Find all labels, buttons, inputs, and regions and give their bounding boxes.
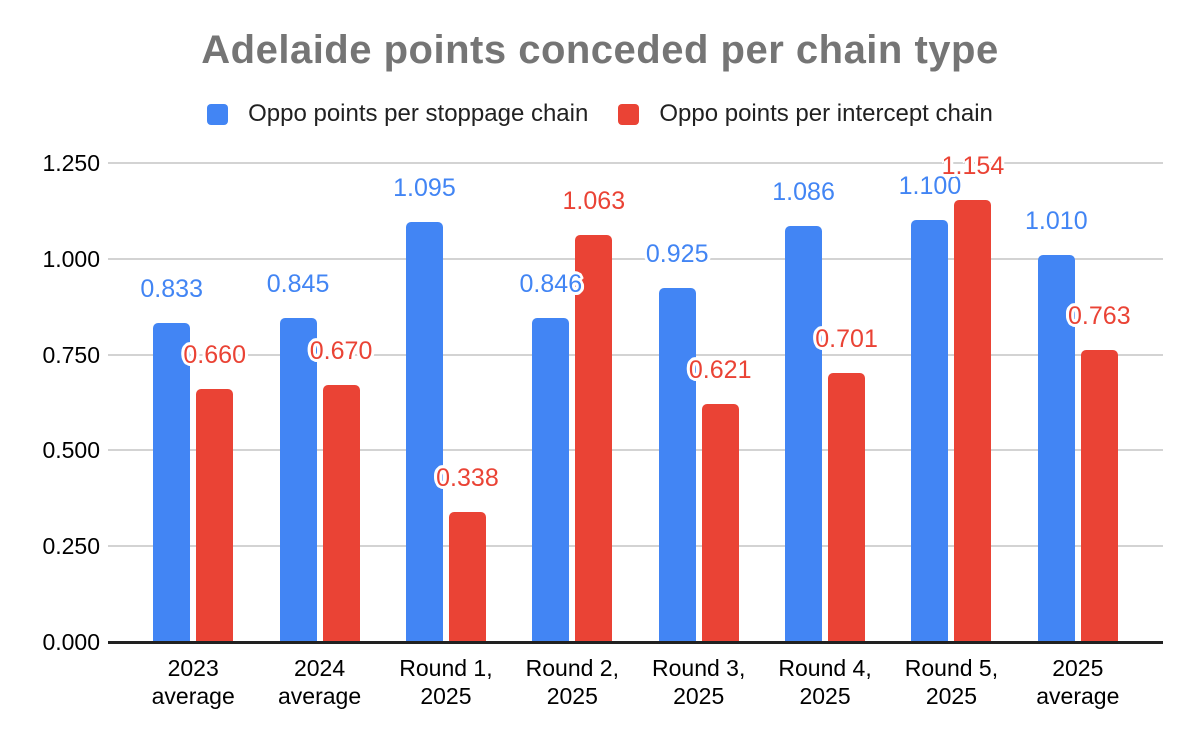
bar-value-label: 0.338 (436, 464, 499, 493)
x-axis-baseline (108, 641, 1163, 644)
plot-area: 2023 average 0.833 0.660 2024 average 0.845 0… (108, 153, 1163, 709)
y-axis-tick-label: 1.250 (42, 150, 100, 176)
legend: Oppo points per stoppage chain Oppo poin… (0, 100, 1200, 128)
bar-value-label: 1.086 (772, 177, 835, 206)
bar-stoppage-chain[interactable] (911, 220, 949, 642)
bar-value-label: 0.660 (183, 341, 246, 370)
bar-stoppage-chain[interactable] (658, 287, 696, 642)
bar-intercept-chain[interactable] (575, 234, 613, 642)
legend-item-stoppage[interactable]: Oppo points per stoppage chain (207, 100, 588, 128)
gridline (108, 449, 1163, 452)
x-axis-label: Round 1, 2025 (399, 655, 493, 709)
bar-stoppage-chain[interactable] (153, 322, 191, 642)
bar-value-label: 1.010 (1025, 206, 1088, 235)
bar-value-label: 0.833 (140, 274, 203, 303)
bar-stoppage-chain[interactable] (1037, 254, 1075, 642)
bar-value-label: 1.100 (898, 172, 962, 201)
x-axis-label: Round 2, 2025 (525, 655, 619, 709)
bar-intercept-chain[interactable] (828, 373, 866, 642)
bar-intercept-chain[interactable] (1080, 349, 1118, 642)
gridline (108, 162, 1163, 164)
bar-value-label: 1.095 (393, 174, 456, 203)
bar-intercept-chain[interactable] (954, 199, 992, 642)
x-axis-label: 2023 average (151, 655, 235, 709)
legend-item-intercept[interactable]: Oppo points per intercept chain (618, 100, 993, 128)
y-axis-tick-label: 0.000 (42, 629, 100, 655)
legend-swatch-intercept-icon (618, 103, 640, 125)
bar-value-label: 0.846 (519, 269, 583, 298)
bar-value-label: 0.670 (309, 337, 373, 366)
x-axis-label: Round 4, 2025 (778, 655, 872, 709)
x-axis-label: Round 5, 2025 (904, 655, 999, 709)
gridline (108, 257, 1163, 260)
y-axis: 0.000 0.250 0.500 0.750 1.000 1.250 (0, 150, 100, 655)
legend-swatch-stoppage-icon (207, 103, 229, 125)
bar-stoppage-chain[interactable] (532, 317, 570, 642)
y-axis-tick-label: 0.500 (42, 437, 100, 464)
x-axis-label: Round 3, 2025 (652, 655, 746, 709)
bar-stoppage-chain[interactable] (785, 225, 823, 642)
bar-intercept-chain[interactable] (196, 389, 234, 642)
y-axis-tick-label: 1.000 (42, 245, 100, 272)
x-axis-label: 2025 average (1036, 655, 1120, 709)
bar-intercept-chain[interactable] (322, 385, 360, 642)
y-axis-tick-label: 0.250 (42, 533, 100, 560)
bar-value-label: 0.763 (1068, 301, 1131, 330)
chart-title: Adelaide points conceded per chain type (201, 28, 999, 72)
gridline (108, 545, 1163, 548)
legend-label-intercept: Oppo points per intercept chain (659, 100, 993, 127)
bar-value-label: 1.063 (562, 186, 626, 215)
gridline (108, 353, 1163, 356)
y-axis-tick-label: 0.750 (42, 341, 100, 368)
x-axis-label: 2024 average (278, 655, 362, 709)
bar-value-label: 0.845 (266, 270, 330, 299)
bar-value-label: 0.621 (688, 356, 752, 385)
bar-intercept-chain[interactable] (701, 404, 739, 642)
legend-label-stoppage: Oppo points per stoppage chain (248, 100, 589, 127)
bar-intercept-chain[interactable] (448, 512, 486, 642)
bar-stoppage-chain[interactable] (279, 318, 317, 642)
bar-value-label: 0.701 (815, 325, 878, 354)
bar-value-label: 1.154 (941, 151, 1005, 180)
bar-value-label: 0.925 (645, 239, 709, 268)
bar-stoppage-chain[interactable] (405, 222, 443, 642)
